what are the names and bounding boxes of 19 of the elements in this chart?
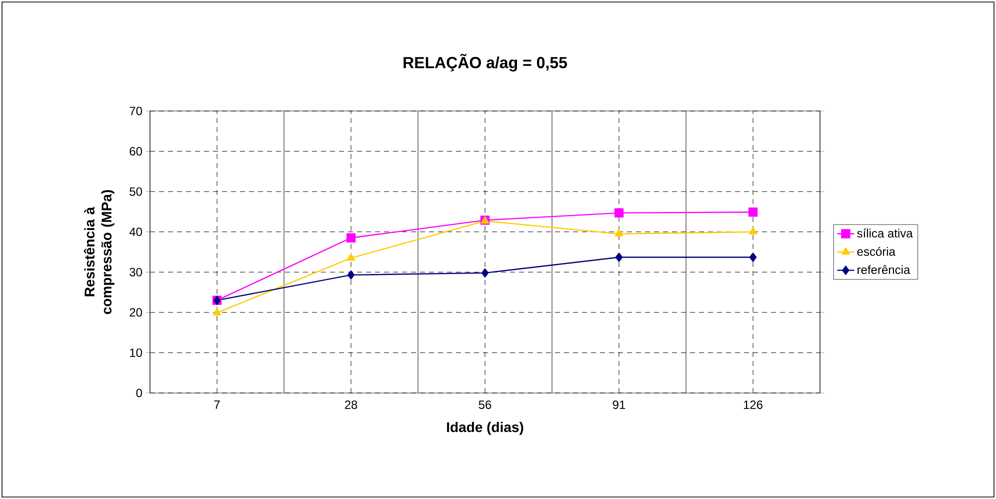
x-tick-label: 56 <box>478 400 492 410</box>
x-tick-label: 28 <box>344 400 358 410</box>
y-tick-label: 30 <box>130 268 142 276</box>
y-tick-label: 50 <box>130 187 142 196</box>
y-tick-label: 70 <box>130 106 142 116</box>
y-tick-label: 20 <box>130 308 142 317</box>
chart-title: RELAÇÃO a/ag = 0,55 <box>404 54 568 72</box>
x-tick-label: 7 <box>214 400 220 409</box>
y-tick-label: 10 <box>130 348 142 357</box>
legend-label: escória <box>857 246 896 256</box>
x-tick-label: 126 <box>744 400 762 410</box>
x-tick-label: 91 <box>612 400 626 410</box>
legend-label: sílica ativa <box>857 228 913 238</box>
y-tick-label: 60 <box>130 147 142 156</box>
legend-label: referência <box>858 265 910 274</box>
y-tick-label: 40 <box>129 228 142 236</box>
x-axis-title: Idade (dias) <box>447 422 524 435</box>
y-tick-label: 0 <box>136 388 142 398</box>
y-axis-title: Resistência à compressão (MPa) <box>84 190 114 314</box>
